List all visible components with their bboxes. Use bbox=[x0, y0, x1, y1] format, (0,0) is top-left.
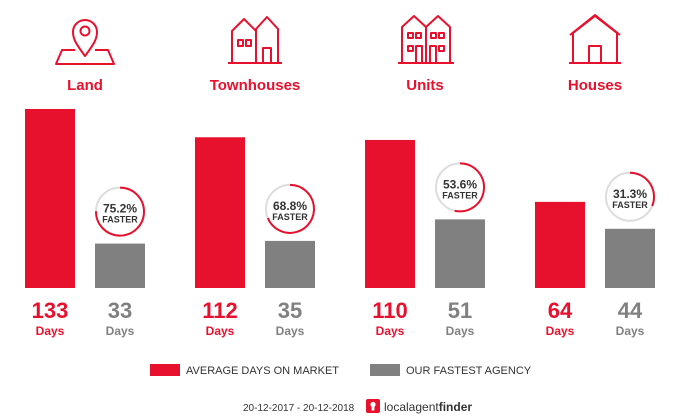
value-fastest-houses: 44 bbox=[618, 298, 643, 323]
unit-average-houses: Days bbox=[546, 324, 575, 338]
faster-percent-units: 53.6% bbox=[443, 177, 477, 191]
value-average-units: 110 bbox=[372, 298, 408, 323]
value-fastest-townhouses: 35 bbox=[278, 298, 302, 323]
unit-average-townhouses: Days bbox=[206, 324, 235, 338]
category-label-houses: Houses bbox=[568, 77, 622, 94]
bar-average-units bbox=[365, 139, 415, 288]
faster-ring-arc-units bbox=[454, 162, 485, 213]
faster-label-houses: FASTER bbox=[612, 200, 648, 210]
bar-fastest-units bbox=[435, 219, 485, 288]
category-label-townhouses: Townhouses bbox=[210, 77, 301, 94]
bar-average-townhouses bbox=[195, 137, 245, 288]
bar-fastest-houses bbox=[605, 228, 655, 288]
house-icon bbox=[569, 14, 621, 64]
bar-fastest-land bbox=[95, 243, 145, 288]
townhouse-icon bbox=[228, 16, 282, 64]
faster-percent-houses: 31.3% bbox=[613, 187, 647, 201]
value-average-townhouses: 112 bbox=[202, 298, 238, 323]
category-icons bbox=[55, 14, 621, 65]
value-fastest-units: 51 bbox=[448, 298, 472, 323]
value-average-land: 133 bbox=[32, 298, 69, 323]
unit-fastest-townhouses: Days bbox=[276, 324, 305, 338]
bar-average-land bbox=[25, 109, 75, 288]
faster-ring-arc-townhouses bbox=[266, 183, 315, 234]
footer: 20-12-2017 - 20-12-2018 localagentfinder bbox=[243, 399, 472, 414]
value-fastest-land: 33 bbox=[108, 298, 132, 323]
faster-ring-arc-land bbox=[94, 186, 145, 237]
faster-ring-townhouses: 68.8%FASTER bbox=[265, 183, 315, 234]
unit-average-land: Days bbox=[36, 324, 65, 338]
units-building-icon bbox=[398, 15, 454, 64]
faster-ring-arc-houses bbox=[629, 171, 655, 207]
category-label-land: Land bbox=[67, 77, 103, 94]
date-range: 20-12-2017 - 20-12-2018 bbox=[243, 403, 355, 414]
brand-logo-icon bbox=[366, 399, 380, 413]
legend-swatch-average bbox=[150, 364, 180, 376]
legend: AVERAGE DAYS ON MARKET OUR FASTEST AGENC… bbox=[150, 364, 532, 377]
bar-fastest-townhouses bbox=[265, 240, 315, 288]
unit-fastest-land: Days bbox=[106, 324, 135, 338]
category-label-units: Units bbox=[406, 77, 444, 94]
unit-fastest-houses: Days bbox=[616, 324, 645, 338]
value-average-houses: 64 bbox=[548, 298, 573, 323]
brand-name-part1: localagent bbox=[384, 400, 439, 414]
faster-percent-townhouses: 68.8% bbox=[273, 199, 307, 213]
unit-average-units: Days bbox=[376, 324, 405, 338]
faster-ring-houses: 31.3%FASTER bbox=[605, 171, 655, 222]
legend-label-average: AVERAGE DAYS ON MARKET bbox=[186, 365, 339, 377]
brand-name-part2: finder bbox=[439, 400, 473, 414]
legend-swatch-fastest bbox=[370, 364, 400, 376]
faster-ring-land: 75.2%FASTER bbox=[94, 186, 145, 237]
faster-ring-units: 53.6%FASTER bbox=[435, 162, 485, 213]
brand-name: localagentfinder bbox=[384, 400, 472, 414]
faster-percent-land: 75.2% bbox=[103, 202, 137, 216]
legend-label-fastest: OUR FASTEST AGENCY bbox=[406, 365, 532, 377]
location-pin-icon bbox=[55, 19, 115, 65]
unit-fastest-units: Days bbox=[446, 324, 475, 338]
faster-label-townhouses: FASTER bbox=[272, 212, 308, 222]
faster-label-units: FASTER bbox=[442, 190, 478, 200]
bar-average-houses bbox=[535, 201, 585, 288]
faster-label-land: FASTER bbox=[102, 215, 138, 225]
